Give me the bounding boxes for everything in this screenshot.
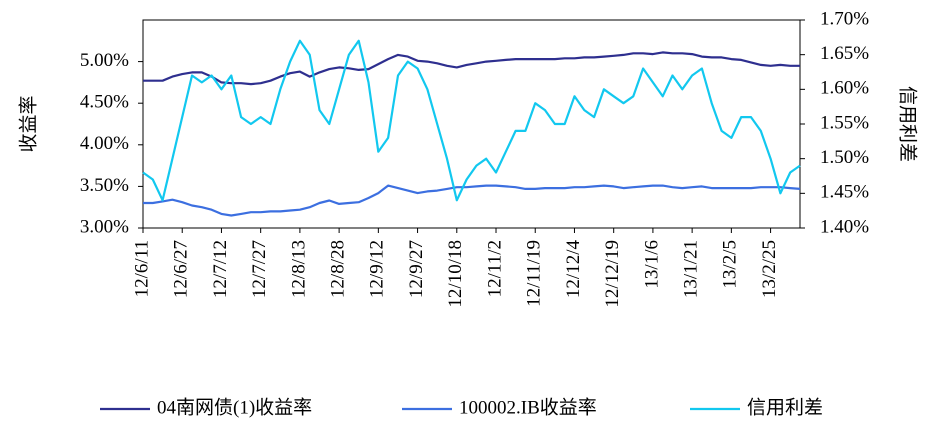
x-tick-label: 12/11/2 bbox=[484, 240, 505, 297]
x-tick-label: 12/9/27 bbox=[406, 240, 427, 298]
x-tick-label: 12/11/19 bbox=[524, 240, 545, 307]
y2-tick-label: 1.70% bbox=[820, 8, 869, 29]
y2-tick-label: 1.65% bbox=[820, 43, 869, 64]
x-tick-label: 12/12/4 bbox=[563, 240, 584, 299]
y2-axis-title: 信用利差 bbox=[897, 86, 919, 162]
legend-label: 信用利差 bbox=[747, 396, 823, 418]
x-tick-label: 12/8/13 bbox=[288, 240, 309, 298]
y-axis-title: 收益率 bbox=[17, 95, 39, 152]
series-line bbox=[143, 51, 800, 86]
y2-tick-label: 1.55% bbox=[820, 112, 869, 133]
y2-tick-label: 1.45% bbox=[820, 182, 869, 203]
y2-tick-label: 1.50% bbox=[820, 147, 869, 168]
x-tick-label: 12/7/27 bbox=[249, 240, 270, 298]
y-tick-label: 3.50% bbox=[80, 175, 129, 196]
x-tick-label: 12/8/28 bbox=[327, 240, 348, 298]
x-tick-label: 13/1/21 bbox=[680, 240, 701, 298]
y-tick-label: 4.50% bbox=[80, 92, 129, 113]
plot-frame bbox=[142, 19, 801, 229]
y-tick-label: 3.00% bbox=[80, 216, 129, 237]
legend-label: 100002.IB收益率 bbox=[459, 396, 597, 418]
x-tick-label: 13/2/5 bbox=[720, 240, 741, 289]
y-tick-label: 4.00% bbox=[80, 133, 129, 154]
x-tick-label: 12/10/18 bbox=[445, 240, 466, 308]
x-tick-label: 12/6/27 bbox=[171, 240, 192, 298]
y2-tick-label: 1.60% bbox=[820, 78, 869, 99]
series-line bbox=[143, 184, 801, 217]
x-tick-label: 12/9/12 bbox=[367, 240, 388, 298]
x-tick-label: 12/7/12 bbox=[210, 240, 231, 298]
x-tick-label: 13/1/6 bbox=[641, 240, 662, 289]
x-tick-label: 12/6/11 bbox=[131, 240, 152, 297]
x-tick-label: 12/12/19 bbox=[602, 240, 623, 308]
x-tick-label: 13/2/25 bbox=[759, 240, 780, 298]
legend-label: 04南网债(1)收益率 bbox=[157, 396, 312, 418]
y2-tick-label: 1.40% bbox=[820, 216, 869, 237]
y-tick-label: 5.00% bbox=[80, 50, 129, 71]
series-line bbox=[142, 39, 801, 202]
